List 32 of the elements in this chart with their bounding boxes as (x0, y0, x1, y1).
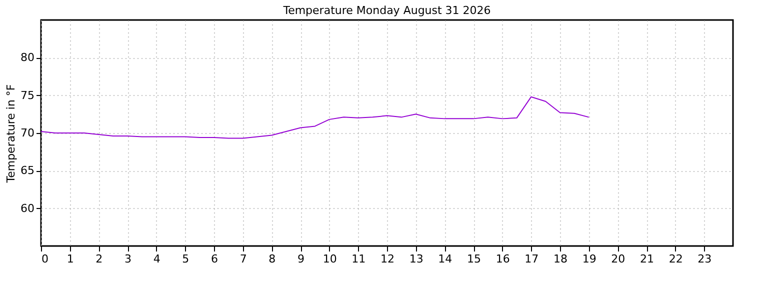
x-tick-label: 8 (268, 252, 276, 266)
x-tick-label: 5 (182, 252, 190, 266)
x-tick-label: 18 (554, 252, 568, 266)
x-tick-label: 9 (298, 252, 304, 266)
x-tick-label: 15 (467, 252, 481, 266)
x-tick-label: 0 (42, 252, 48, 266)
x-tick-label: 16 (496, 252, 510, 266)
x-tick-label: 10 (322, 252, 337, 266)
x-tick-label: 1 (66, 252, 74, 266)
x-tick-label: 22 (668, 252, 683, 266)
y-tick-label: 65 (20, 164, 34, 178)
x-tick-label: 11 (352, 252, 366, 266)
x-tick-label: 7 (240, 252, 247, 266)
x-tick-label: 13 (409, 252, 424, 266)
x-tick-label: 23 (698, 252, 712, 266)
x-tick-label: 17 (524, 252, 539, 266)
x-tick-label: 19 (582, 252, 596, 266)
x-tick-label: 3 (124, 252, 132, 266)
line-series (40, 96, 590, 139)
y-axis-title: Temperature in °F (4, 84, 18, 184)
y-tick-label: 60 (20, 202, 34, 215)
x-tick-label: 6 (211, 252, 218, 266)
chart-title: Temperature Monday August 31 2026 (282, 4, 491, 17)
y-tick-label: 80 (20, 51, 34, 64)
x-tick-label: 12 (380, 252, 394, 266)
x-tick-label: 4 (153, 252, 160, 266)
x-tick-label: 2 (96, 252, 103, 266)
x-tick-label: 21 (640, 252, 654, 266)
x-tick-label: 14 (438, 252, 452, 266)
x-tick-label: 20 (611, 252, 626, 266)
y-tick-label: 70 (20, 126, 34, 140)
y-tick-label: 75 (20, 88, 34, 102)
